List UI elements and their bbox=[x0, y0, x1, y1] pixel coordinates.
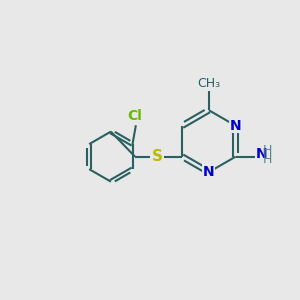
Text: CH₃: CH₃ bbox=[197, 77, 220, 90]
Text: N: N bbox=[230, 119, 242, 133]
Text: H: H bbox=[263, 153, 272, 166]
Text: Cl: Cl bbox=[127, 110, 142, 124]
Text: N: N bbox=[203, 165, 215, 179]
Text: H: H bbox=[263, 144, 272, 157]
Text: S: S bbox=[152, 149, 163, 164]
Text: N: N bbox=[256, 147, 268, 161]
